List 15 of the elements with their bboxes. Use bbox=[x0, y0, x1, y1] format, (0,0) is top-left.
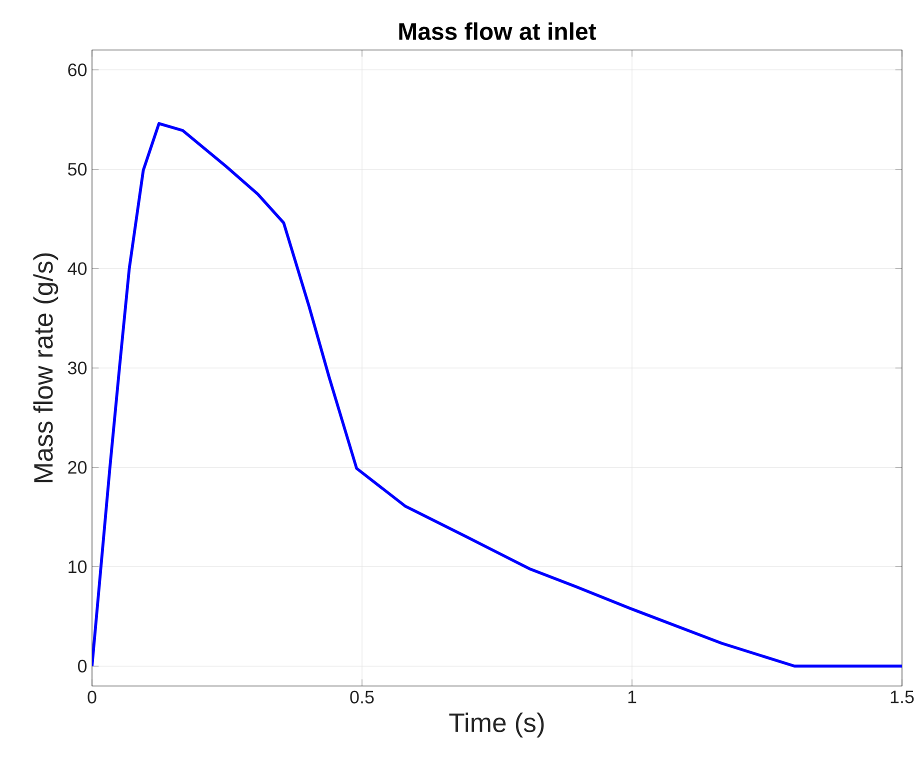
y-tick-label: 0 bbox=[78, 660, 87, 672]
x-axis-title: Time (s) bbox=[449, 712, 544, 738]
y-tick-label: 60 bbox=[68, 64, 87, 76]
x-tick-label: 1 bbox=[628, 690, 636, 704]
x-tick-label: 1.5 bbox=[890, 690, 914, 704]
y-axis-title: Mass flow rate (g/s) bbox=[33, 253, 58, 482]
y-tick-label: 50 bbox=[68, 162, 87, 176]
x-tick-label: 0 bbox=[88, 690, 96, 704]
chart-title: Mass flow at inlet bbox=[399, 22, 596, 40]
x-tick-label: 0.5 bbox=[350, 690, 374, 704]
line-series bbox=[92, 122, 902, 668]
y-tick-label: 20 bbox=[68, 461, 87, 474]
y-tick-label: 10 bbox=[68, 560, 87, 574]
y-tick-label: 30 bbox=[68, 362, 87, 374]
y-tick-label: 40 bbox=[68, 262, 87, 275]
